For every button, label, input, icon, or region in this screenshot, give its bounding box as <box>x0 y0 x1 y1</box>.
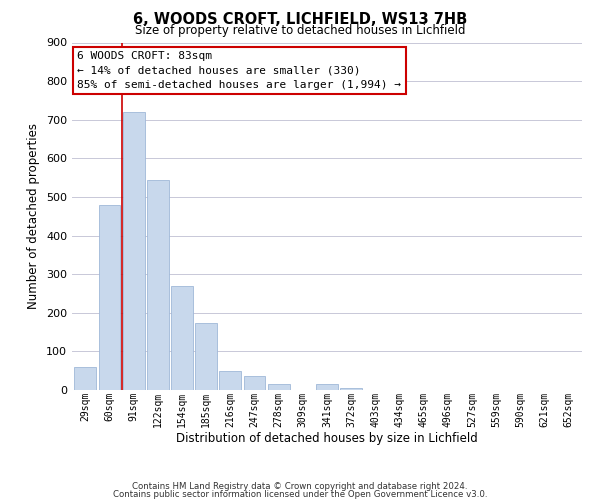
Bar <box>340 388 362 390</box>
Text: Contains public sector information licensed under the Open Government Licence v3: Contains public sector information licen… <box>113 490 487 499</box>
Text: 6, WOODS CROFT, LICHFIELD, WS13 7HB: 6, WOODS CROFT, LICHFIELD, WS13 7HB <box>133 12 467 28</box>
Text: Contains HM Land Registry data © Crown copyright and database right 2024.: Contains HM Land Registry data © Crown c… <box>132 482 468 491</box>
Bar <box>316 384 338 390</box>
Bar <box>123 112 145 390</box>
Bar <box>147 180 169 390</box>
Bar <box>244 376 265 390</box>
Text: Size of property relative to detached houses in Lichfield: Size of property relative to detached ho… <box>135 24 465 37</box>
X-axis label: Distribution of detached houses by size in Lichfield: Distribution of detached houses by size … <box>176 432 478 445</box>
Bar <box>220 372 241 390</box>
Bar <box>195 323 217 390</box>
Text: 6 WOODS CROFT: 83sqm
← 14% of detached houses are smaller (330)
85% of semi-deta: 6 WOODS CROFT: 83sqm ← 14% of detached h… <box>77 51 401 90</box>
Bar <box>98 204 121 390</box>
Bar <box>74 367 96 390</box>
Y-axis label: Number of detached properties: Number of detached properties <box>28 123 40 309</box>
Bar <box>268 384 290 390</box>
Bar <box>171 286 193 390</box>
